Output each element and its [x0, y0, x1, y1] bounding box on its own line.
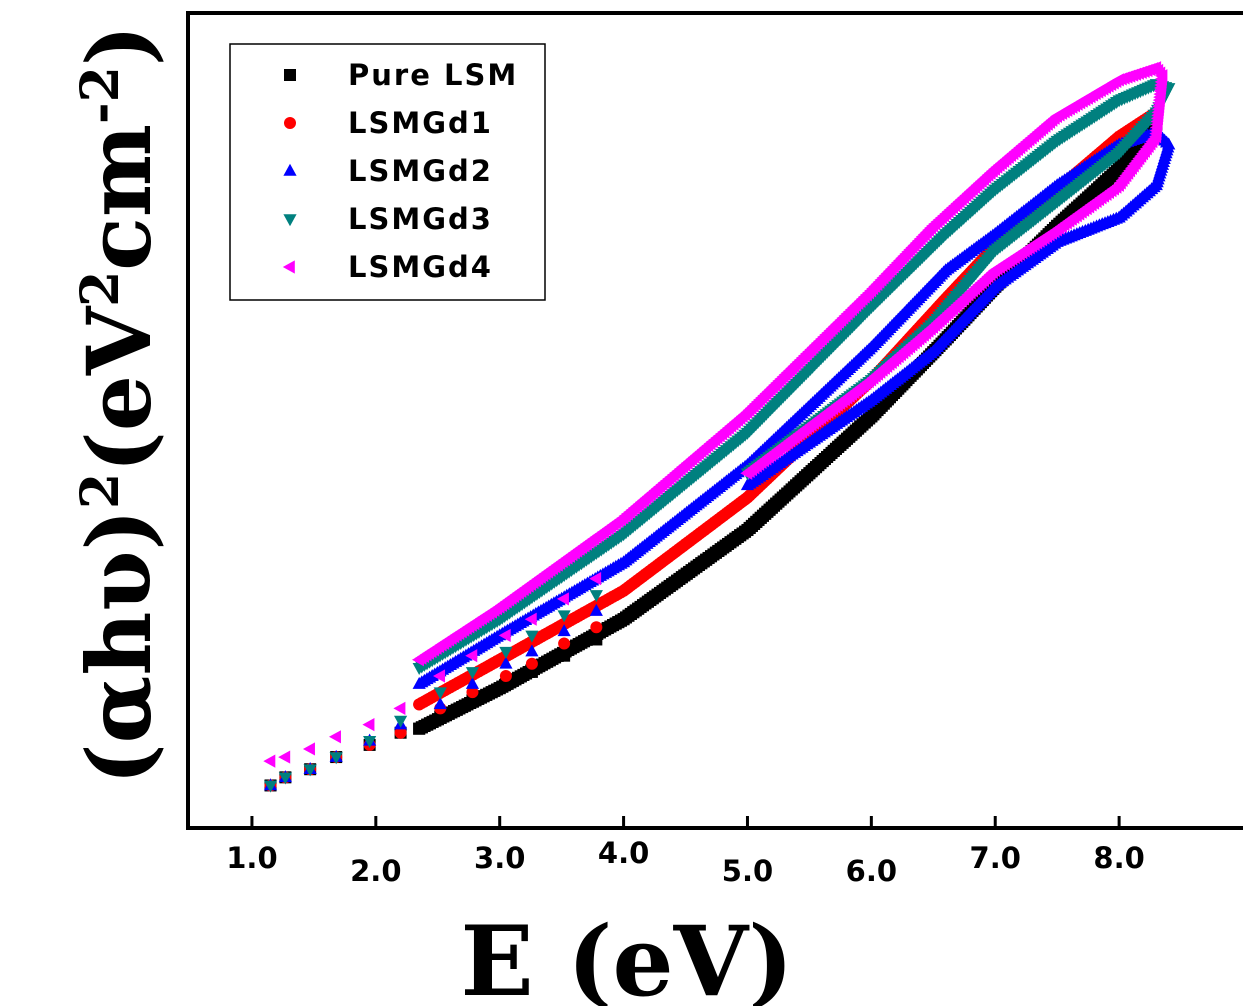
series-lsmgd4 [263, 61, 1168, 768]
svg-text:(αhυ)2(eV2cm-2): (αhυ)2(eV2cm-2) [67, 25, 171, 785]
legend-item: LSMGd2 [283, 154, 493, 188]
plot-frame [186, 11, 1243, 830]
data-point [590, 621, 603, 634]
data-point [524, 612, 537, 626]
legend-items: Pure LSM LSMGd1 LSMGd2 LSMGd3 LSMGd4 [282, 58, 518, 284]
data-point [393, 701, 406, 716]
data-point [362, 718, 375, 732]
data-point [499, 669, 512, 682]
y-axis-label: (αhυ)2(eV2cm-2) [67, 25, 171, 785]
data-point [740, 466, 753, 480]
legend-item: LSMGd3 [283, 202, 493, 236]
x-tick-label: 4.0 [598, 836, 649, 870]
data-point [589, 572, 602, 586]
data-point [557, 610, 571, 623]
data-point [525, 630, 539, 643]
series-layer [263, 61, 1176, 793]
data-point [525, 644, 539, 657]
data-point [589, 603, 603, 616]
data-point [557, 624, 571, 637]
legend-marker [283, 214, 297, 227]
y-label-base: (αhυ) [67, 509, 171, 785]
x-tick-layer: 1.0 2.0 3.0 4.0 5.0 6.0 7.0 8.0 [226, 816, 1145, 888]
data-point [466, 686, 479, 699]
legend-item: Pure LSM [284, 58, 518, 92]
x-axis-label: E (eV) [461, 905, 794, 1006]
y-label-exp3: -2 [70, 66, 131, 124]
legend-label: LSMGd2 [348, 154, 493, 188]
legend-label: LSMGd3 [348, 202, 493, 236]
x-tick-label: 2.0 [350, 854, 401, 888]
y-label-exp1: 2 [70, 473, 131, 509]
legend-item: LSMGd4 [282, 250, 493, 284]
legend-marker [282, 260, 295, 274]
data-point [363, 736, 377, 749]
y-label-mid1: (eV [67, 305, 171, 473]
legend-label: LSMGd4 [348, 250, 493, 284]
y-label-exp2: 2 [70, 271, 131, 307]
data-point [499, 646, 513, 659]
x-tick-label: 8.0 [1093, 841, 1144, 875]
data-point [465, 676, 480, 689]
legend-marker [284, 69, 296, 81]
data-point [499, 656, 513, 669]
x-tick-label: 3.0 [474, 841, 525, 875]
y-label-close: ) [67, 25, 171, 67]
data-point [329, 752, 343, 765]
data-point [278, 772, 292, 785]
data-point [263, 754, 276, 768]
legend: Pure LSM LSMGd1 LSMGd2 LSMGd3 LSMGd4 [229, 43, 546, 301]
data-point [465, 667, 480, 680]
data-point [589, 590, 603, 603]
data-point [558, 649, 571, 662]
x-tick-label: 6.0 [846, 854, 897, 888]
data-point [302, 742, 315, 756]
data-point [303, 764, 317, 777]
legend-item: LSMGd1 [284, 106, 493, 140]
data-point [740, 478, 755, 491]
data-point [433, 697, 447, 710]
data-point [590, 633, 603, 646]
data-point [263, 780, 278, 793]
data-point [558, 637, 571, 650]
x-tick-label: 5.0 [722, 854, 773, 888]
legend-label: LSMGd1 [348, 106, 493, 140]
legend-marker [284, 117, 296, 129]
data-point [433, 687, 447, 700]
x-tick-label: 1.0 [226, 841, 277, 875]
data-point [328, 730, 341, 744]
y-label-mid2: cm [67, 124, 171, 271]
legend-marker [283, 163, 297, 176]
legend-box [229, 43, 546, 301]
legend-label: Pure LSM [348, 58, 518, 92]
data-point [394, 715, 408, 728]
data-point [278, 750, 291, 764]
data-point [394, 726, 407, 739]
data-point [465, 649, 478, 663]
data-point [433, 669, 446, 683]
data-point [556, 592, 569, 606]
data-point [498, 628, 511, 643]
x-tick-label: 7.0 [970, 841, 1021, 875]
data-point [525, 657, 538, 670]
